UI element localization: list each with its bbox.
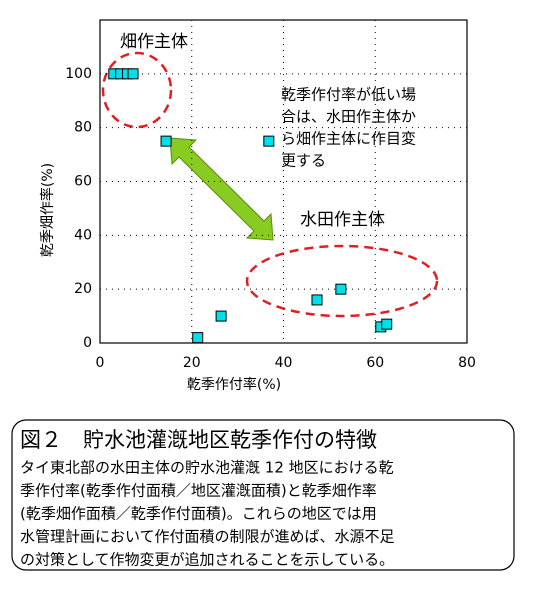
caption-box [11, 419, 515, 571]
note-line: 合は、水田作主体か [281, 108, 416, 126]
point [381, 318, 393, 330]
caption-line: 季作付率(乾季作付面積／地区灌漑面積)と乾季畑作率 [20, 482, 377, 500]
x-tick-label: 0 [96, 355, 105, 371]
point [160, 135, 172, 147]
y-tick-label: 0 [83, 335, 92, 351]
point [335, 283, 347, 295]
point [215, 310, 227, 322]
x-tick-label: 80 [458, 355, 476, 371]
y-tick-label: 100 [65, 66, 92, 82]
note-line: ら畑作主体に作目変 [281, 130, 416, 148]
y-axis-label: 乾季畑作率(%) [39, 163, 56, 257]
annotation: 畑作主体 [120, 32, 188, 52]
plot-frame [99, 19, 468, 344]
y-tick-label: 80 [74, 120, 92, 136]
point [127, 68, 139, 80]
caption-line: タイ東北部の水田主体の貯水池灌漑 12 地区における乾 [20, 459, 394, 477]
y-tick-label: 60 [74, 174, 92, 190]
y-tick-label: 40 [74, 227, 92, 243]
double-arrow [169, 137, 274, 241]
point [192, 332, 204, 344]
note-line: 乾季作付率が低い場 [281, 86, 416, 104]
note-line: 更する [281, 152, 326, 170]
highlight-ellipse [101, 51, 173, 129]
y-tick-label: 20 [74, 281, 92, 297]
x-tick-label: 20 [183, 355, 201, 371]
point [263, 135, 275, 147]
highlight-ellipse [245, 244, 439, 318]
x-axis-label: 乾季作付率(%) [187, 376, 281, 393]
x-tick-label: 60 [366, 355, 384, 371]
caption-line: 水管理計画において作付面積の制限が進めば、水源不足 [20, 528, 395, 546]
point [311, 294, 323, 306]
annotation: 水田作主体 [300, 210, 385, 230]
caption-title: 図２ 貯水池灌漑地区乾季作付の特徴 [20, 428, 377, 452]
caption-line: の対策として作物変更が追加されることを示している。 [20, 551, 394, 569]
caption-line: (乾季畑作面積／乾季作付面積)。これらの地区では用 [20, 505, 377, 523]
x-tick-label: 40 [275, 355, 293, 371]
